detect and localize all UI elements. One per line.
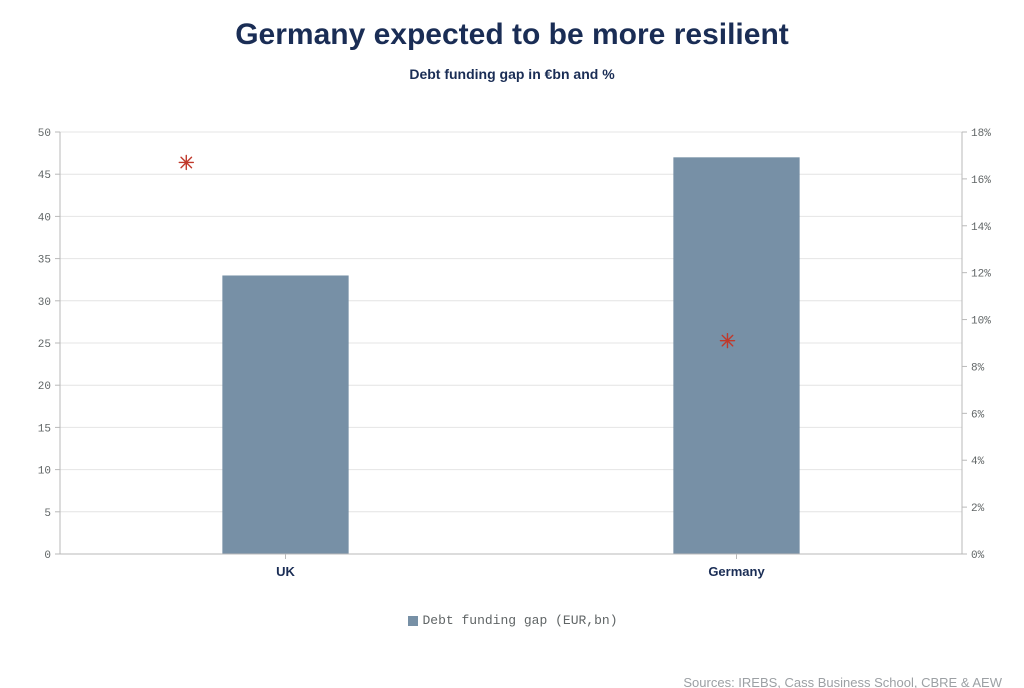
svg-text:10: 10 (38, 466, 51, 478)
svg-text:12%: 12% (971, 269, 991, 281)
chart-legend: Debt funding gap (EUR,bn) (20, 613, 1006, 628)
svg-text:14%: 14% (971, 222, 991, 234)
svg-text:30: 30 (38, 297, 51, 309)
svg-text:0%: 0% (971, 550, 985, 562)
svg-text:18%: 18% (971, 128, 991, 140)
svg-text:20: 20 (38, 381, 51, 393)
svg-text:15: 15 (38, 423, 51, 435)
svg-text:50: 50 (38, 128, 51, 140)
svg-text:25: 25 (38, 339, 51, 351)
chart-subtitle: Debt funding gap in €bn and % (0, 66, 1024, 82)
svg-text:10%: 10% (971, 316, 991, 328)
plot-area: 0 5 10 15 20 25 30 35 40 45 50 0% 2% 4% 6% 8% 10% 12% 14% 1… (20, 122, 1006, 628)
svg-text:8%: 8% (971, 362, 985, 374)
svg-text:UK: UK (276, 564, 295, 579)
legend-label: Debt funding gap (EUR,bn) (422, 613, 617, 628)
svg-text:35: 35 (38, 255, 51, 267)
legend-swatch (408, 616, 418, 626)
svg-text:40: 40 (38, 212, 51, 224)
svg-text:Germany: Germany (708, 564, 765, 579)
svg-text:5: 5 (44, 508, 51, 520)
chart-svg: 0 5 10 15 20 25 30 35 40 45 50 0% 2% 4% 6% 8% 10% 12% 14% 1… (20, 122, 1006, 602)
svg-text:6%: 6% (971, 409, 985, 421)
chart-title: Germany expected to be more resilient (0, 18, 1024, 52)
svg-text:45: 45 (38, 170, 51, 182)
chart-container: Germany expected to be more resilient De… (0, 18, 1024, 688)
svg-text:0: 0 (44, 550, 51, 562)
svg-text:16%: 16% (971, 175, 991, 187)
source-text: Sources: IREBS, Cass Business School, CB… (683, 675, 1002, 688)
svg-text:2%: 2% (971, 503, 985, 515)
svg-text:4%: 4% (971, 456, 985, 468)
